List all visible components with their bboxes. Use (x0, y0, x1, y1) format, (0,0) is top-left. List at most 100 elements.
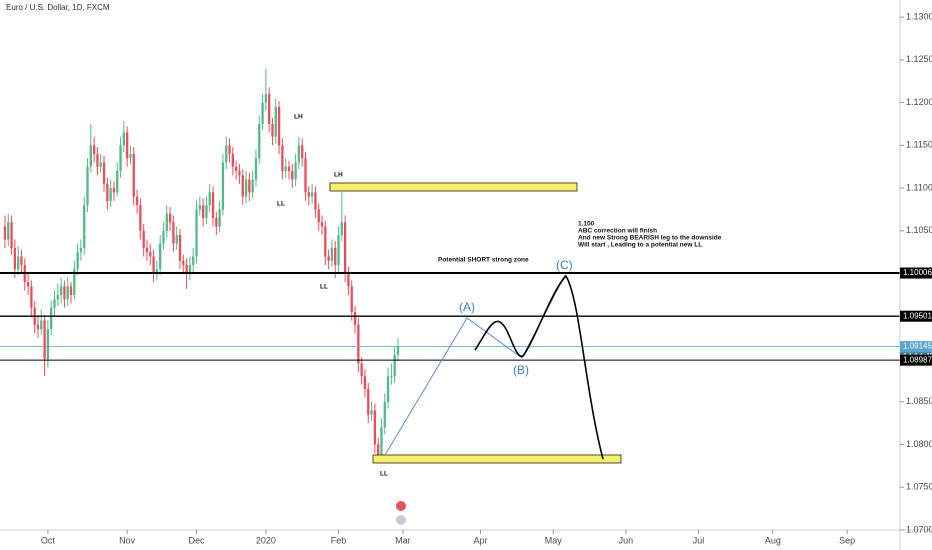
candle-body (231, 153, 234, 167)
candle-body (99, 162, 102, 167)
candle-body (195, 209, 198, 257)
candle-body (330, 247, 334, 261)
candle-body (264, 94, 268, 103)
candle-body (277, 106, 281, 146)
candle-body (96, 153, 99, 167)
candle-body (393, 354, 396, 377)
price-level-label: 1.08987 (903, 355, 932, 364)
candle-body (343, 222, 347, 274)
candle-body (89, 145, 92, 167)
candle-body (251, 179, 254, 193)
candle-body (168, 213, 172, 223)
candle-body (258, 123, 261, 159)
y-tick-label: 1.11500 (906, 140, 932, 150)
price-level-tag (900, 310, 932, 322)
x-tick-label: Dec (189, 535, 206, 545)
candle-body (244, 179, 248, 197)
candle-body (152, 256, 155, 274)
candle-body (102, 162, 106, 184)
y-tick-label: 1.12500 (906, 54, 932, 64)
x-tick-label: May (545, 535, 563, 545)
candle-body (301, 145, 304, 159)
wave-label: (B) (513, 363, 529, 377)
price-level-tag (900, 341, 932, 353)
candle-body (10, 222, 13, 248)
candle-body (122, 132, 126, 146)
candle-body (132, 153, 135, 197)
candle-body (271, 123, 274, 137)
candle-body (142, 230, 145, 248)
candle-body (129, 153, 132, 159)
candle-body (198, 205, 201, 210)
candle-body (268, 94, 271, 124)
candle-body (66, 286, 69, 300)
candle-body (310, 192, 314, 197)
x-tick-label: 2020 (256, 535, 276, 545)
candle-body (274, 106, 277, 137)
candle-body (360, 363, 363, 377)
annotation: 1.100 (578, 221, 595, 228)
candle-body (56, 294, 59, 300)
candle-body (324, 226, 327, 257)
candle-body (317, 209, 320, 223)
candle-body (291, 170, 294, 180)
candle-body (83, 205, 86, 248)
event-icon[interactable] (396, 515, 406, 525)
y-tick-label: 1.12000 (906, 97, 932, 107)
price-level-label: 1.09501 (903, 311, 932, 320)
candle-body (363, 376, 367, 389)
candle-body (357, 324, 360, 364)
candle-body (281, 145, 284, 171)
x-tick-label: Jul (693, 535, 705, 545)
candle-body (40, 320, 43, 330)
candle-body (46, 329, 50, 360)
candle-body (149, 252, 152, 257)
candle-body (353, 312, 357, 325)
candle-body (367, 388, 370, 415)
candle-body (314, 192, 317, 210)
x-tick-label: Sep (839, 535, 855, 545)
candle-body (53, 299, 56, 308)
price-level-tag (900, 267, 932, 279)
candle-body (304, 158, 307, 193)
wave-label: (C) (556, 258, 573, 272)
candle-body (59, 286, 63, 295)
candle-body (185, 265, 188, 274)
y-tick-label: 1.07500 (906, 482, 932, 492)
candle-body (307, 192, 310, 197)
candle-body (383, 401, 386, 428)
hand-drawn-path (474, 274, 604, 460)
candle-body (43, 320, 46, 360)
x-tick-label: Jun (619, 535, 634, 545)
candle-body (248, 179, 251, 193)
event-icon[interactable] (396, 501, 406, 511)
candle-body (201, 205, 205, 218)
candle-body (135, 196, 139, 206)
annotation: Potential SHORT strong zone (438, 257, 529, 264)
candle-body (287, 166, 291, 171)
candle-body (86, 166, 89, 206)
y-tick-label: 1.10500 (906, 225, 932, 235)
candle-body (17, 256, 20, 270)
price-level-tag (900, 354, 932, 366)
candle-body (106, 183, 109, 201)
candle-body (92, 145, 96, 154)
candle-body (284, 166, 287, 171)
x-tick-label: Apr (474, 535, 488, 545)
candle-body (119, 145, 122, 171)
candle-body (188, 265, 192, 274)
candle-body (172, 222, 175, 244)
candle-body (192, 256, 195, 265)
candle-body (380, 427, 383, 458)
annotation: LL (380, 471, 388, 478)
candle-body (139, 205, 142, 231)
candle-body (327, 256, 330, 261)
candle-body (13, 247, 17, 270)
candle-body (396, 346, 400, 355)
wave-label: (A) (459, 300, 475, 314)
annotation: Will start , Leading to a potential new … (578, 242, 702, 249)
candle-body (162, 230, 165, 244)
candle-body (221, 162, 225, 210)
candle-body (73, 269, 76, 295)
